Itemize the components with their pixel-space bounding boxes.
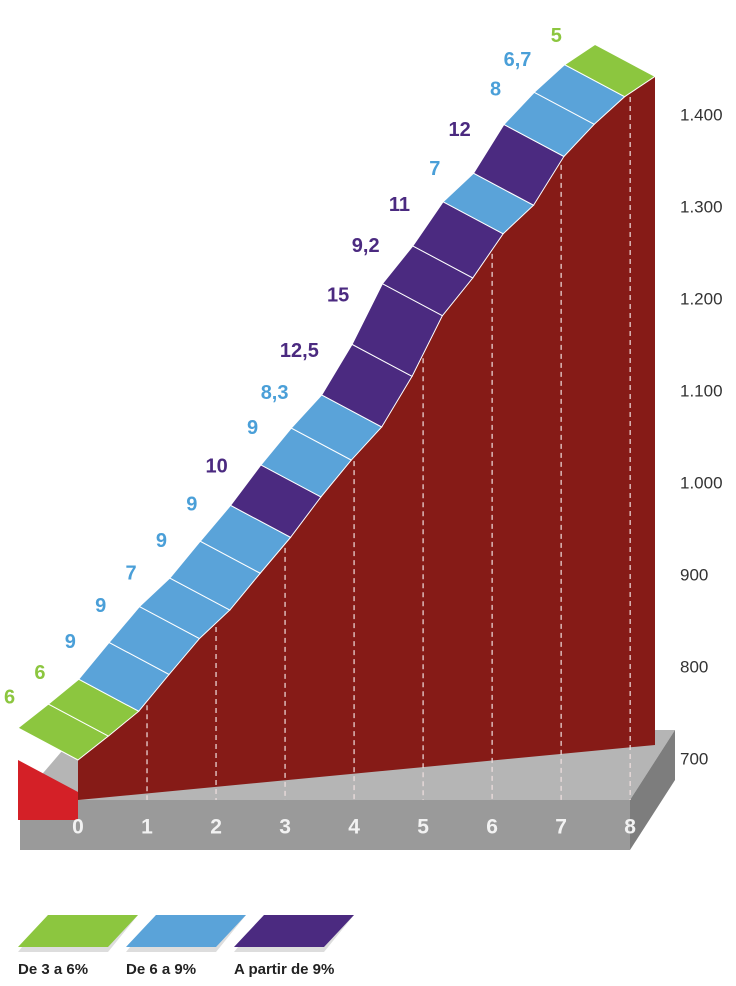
legend-swatch [126,915,246,947]
gradient-label: 9 [186,494,197,516]
x-tick-label: 1 [141,816,153,839]
y-tick-label: 1.100 [680,381,723,400]
x-tick-label: 4 [348,816,360,839]
legend-swatch [18,915,138,947]
y-tick-label: 700 [680,749,708,768]
x-tick-label: 3 [279,816,291,839]
gradient-label: 11 [389,194,410,216]
y-tick-label: 1.400 [680,105,723,124]
y-tick-label: 1.200 [680,289,723,308]
y-tick-label: 800 [680,657,708,676]
y-tick-label: 1.300 [680,197,723,216]
gradient-label: 12 [448,119,470,141]
x-tick-label: 0 [72,816,84,839]
gradient-label: 5 [551,25,562,47]
gradient-label: 9 [65,631,76,653]
gradient-segment [563,43,656,98]
gradient-label: 9,2 [352,235,380,257]
gradient-label: 8,3 [261,382,289,404]
gradient-label: 9 [247,417,258,439]
x-tick-label: 5 [417,816,429,839]
legend-label: A partir de 9% [234,961,334,978]
gradient-label: 6,7 [504,49,532,71]
gradient-label: 15 [327,284,349,306]
gradient-label: 6 [4,686,15,708]
legend-label: De 6 a 9% [126,961,196,978]
gradient-label: 9 [95,595,106,617]
legend-swatch [234,915,354,947]
gradient-label: 9 [156,530,167,552]
gradient-label: 8 [490,79,501,101]
hill [78,76,655,800]
x-tick-label: 2 [210,816,222,839]
gradient-label: 7 [429,158,440,180]
front-strip [18,760,78,820]
gradient-label: 7 [126,563,137,585]
x-tick-label: 6 [486,816,498,839]
x-tick-label: 8 [624,816,636,839]
gradient-label: 6 [34,662,45,684]
x-tick-label: 7 [555,816,567,839]
base-side [630,730,675,850]
base-front [20,800,630,850]
gradient-label: 12,5 [280,340,319,362]
legend-label: De 3 a 6% [18,961,88,978]
gradient-label: 10 [206,455,228,477]
y-tick-label: 900 [680,565,708,584]
y-tick-label: 1.000 [680,473,723,492]
